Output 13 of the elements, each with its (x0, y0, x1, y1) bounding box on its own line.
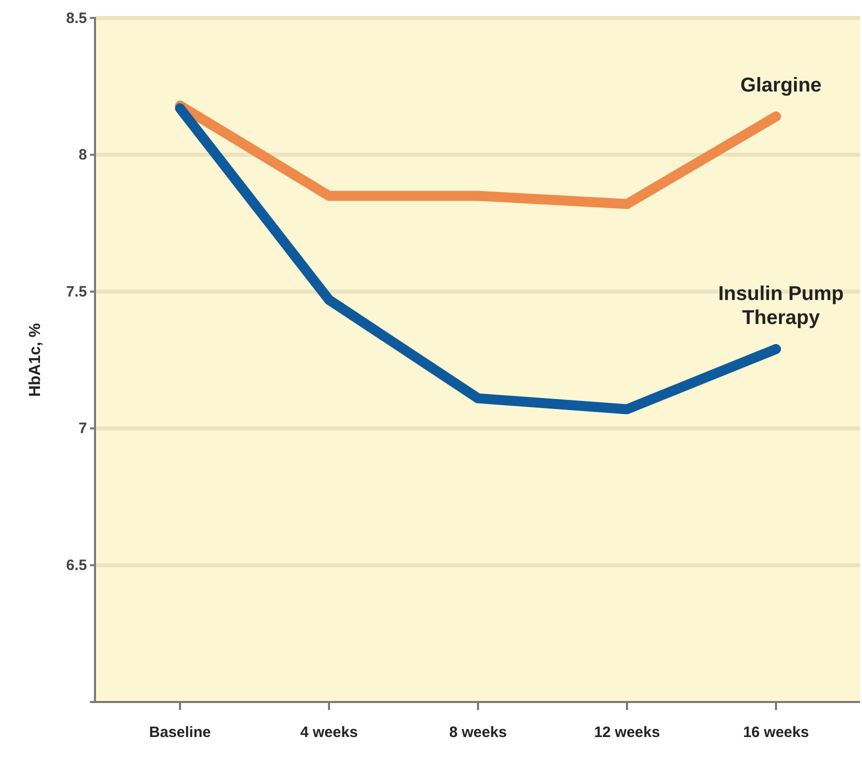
y-tick-label: 7 (78, 420, 87, 438)
text: Insulin Pump Therapy (718, 283, 844, 330)
y-tick-label: 6.5 (66, 557, 87, 574)
series-label: Glargine (740, 74, 822, 96)
y-axis-title: HbA1c, % (27, 323, 44, 397)
x-tick-label: Baseline (149, 724, 211, 741)
x-tick-label: 12 weeks (594, 724, 660, 741)
y-tick-label: 8.5 (66, 10, 87, 27)
x-tick-label: 16 weeks (743, 724, 809, 741)
y-tick-label: 7.5 (66, 283, 87, 300)
x-tick-label: 8 weeks (449, 724, 507, 741)
y-tick-label: 8 (78, 146, 87, 164)
x-tick-label: 4 weeks (300, 724, 358, 741)
